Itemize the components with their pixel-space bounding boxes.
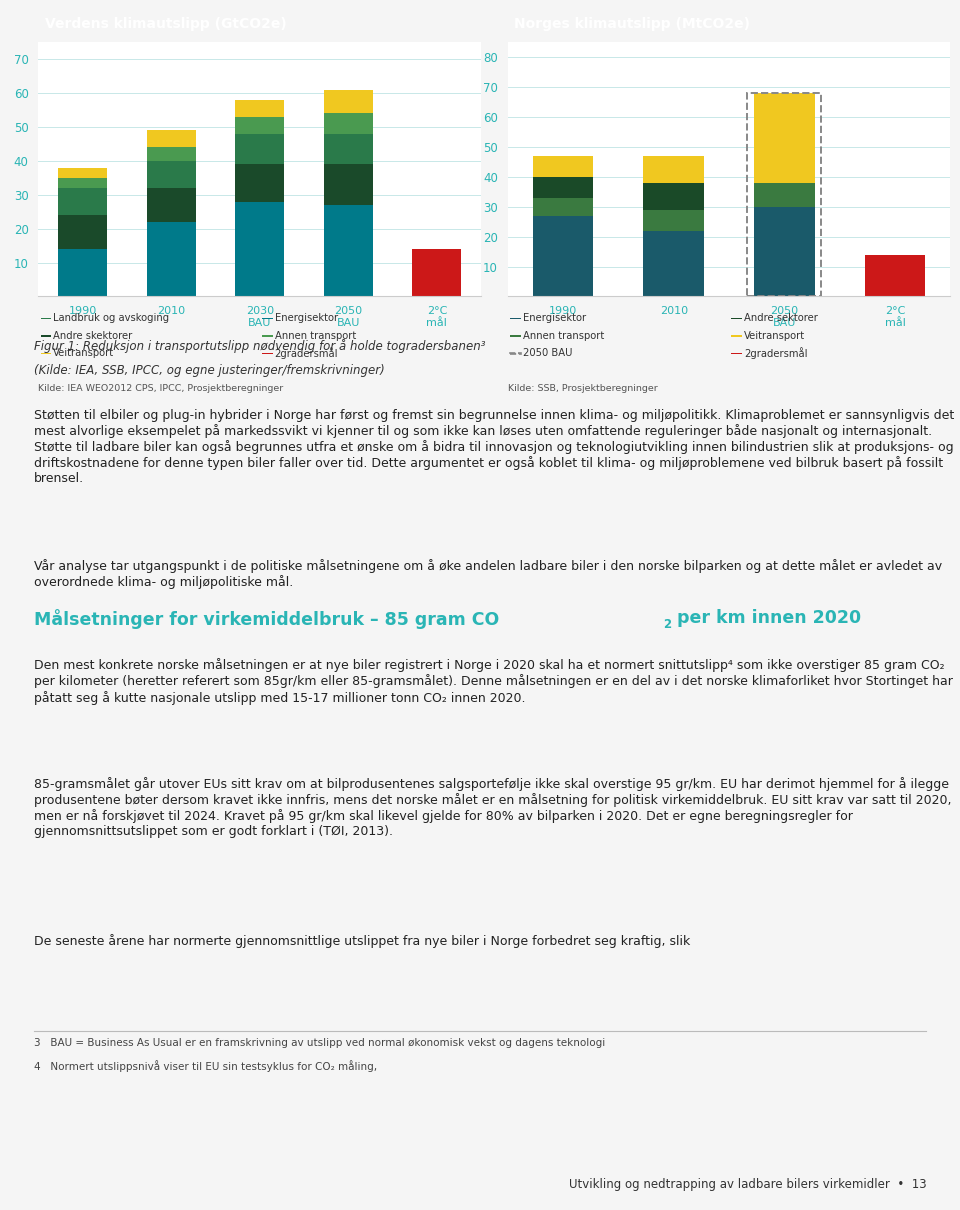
Text: Vår analyse tar utgangspunkt i de politiske målsetningene om å øke andelen ladba: Vår analyse tar utgangspunkt i de politi… — [34, 559, 942, 589]
Bar — [40, 335, 51, 336]
Text: 2gradersmål: 2gradersmål — [275, 347, 338, 359]
Bar — [865, 254, 925, 296]
Text: (Kilde: IEA, SSB, IPCC, og egne justeringer/fremskrivninger): (Kilde: IEA, SSB, IPCC, og egne justerin… — [34, 364, 384, 378]
Bar — [235, 165, 284, 202]
Bar — [754, 183, 815, 207]
Text: Den mest konkrete norske målsetningen er at nye biler registrert i Norge i 2020 : Den mest konkrete norske målsetningen er… — [34, 658, 952, 704]
Text: Landbruk og avskoging: Landbruk og avskoging — [53, 313, 169, 323]
Text: Målsetninger for virkemiddelbruk – 85 gram CO: Målsetninger for virkemiddelbruk – 85 gr… — [34, 609, 499, 629]
Bar — [643, 183, 704, 209]
Bar — [262, 353, 273, 355]
Text: Veitransport: Veitransport — [744, 330, 805, 341]
Text: Annen transport: Annen transport — [522, 330, 604, 341]
Bar — [747, 93, 822, 296]
Bar — [324, 165, 372, 204]
Text: 85-gramsmålet går utover EUs sitt krav om at bilprodusentenes salgsportefølje ik: 85-gramsmålet går utover EUs sitt krav o… — [34, 777, 951, 839]
Bar — [754, 93, 815, 183]
Bar — [235, 134, 284, 165]
Bar — [643, 209, 704, 231]
Text: Støtten til elbiler og plug-in hybrider i Norge har først og fremst sin begrunne: Støtten til elbiler og plug-in hybrider … — [34, 409, 954, 485]
Bar — [533, 197, 593, 215]
Bar — [533, 156, 593, 177]
Text: Verdens klimautslipp (GtCO2e): Verdens klimautslipp (GtCO2e) — [45, 17, 287, 31]
Bar — [59, 188, 107, 215]
Bar — [533, 215, 593, 296]
Bar — [732, 335, 742, 336]
Bar — [59, 215, 107, 249]
Bar — [262, 335, 273, 336]
Text: 3   BAU = Business As Usual er en framskrivning av utslipp ved normal økonomisk : 3 BAU = Business As Usual er en framskri… — [34, 1038, 605, 1048]
Text: Norges klimautslipp (MtCO2e): Norges klimautslipp (MtCO2e) — [515, 17, 751, 31]
Bar — [235, 117, 284, 134]
Bar — [235, 202, 284, 296]
Text: Energisektor: Energisektor — [275, 313, 338, 323]
Bar — [510, 335, 520, 336]
Bar — [40, 318, 51, 319]
Text: Andre sektorer: Andre sektorer — [744, 313, 818, 323]
Bar — [510, 353, 520, 355]
Text: Annen transport: Annen transport — [275, 330, 356, 341]
Bar — [235, 100, 284, 117]
Bar — [413, 249, 461, 296]
Bar — [147, 131, 196, 148]
Bar — [147, 188, 196, 221]
Bar — [732, 318, 742, 319]
Bar — [59, 168, 107, 178]
Bar — [754, 207, 815, 296]
Text: De seneste årene har normerte gjennomsnittlige utslippet fra nye biler i Norge f: De seneste årene har normerte gjennomsni… — [34, 934, 690, 949]
Bar — [147, 221, 196, 296]
Bar — [643, 156, 704, 183]
Text: Kilde: SSB, Prosjektberegninger: Kilde: SSB, Prosjektberegninger — [508, 384, 658, 393]
Bar — [732, 353, 742, 355]
Bar — [40, 353, 51, 355]
Text: 2: 2 — [663, 618, 671, 632]
Text: Veitransport: Veitransport — [53, 348, 114, 358]
Text: Kilde: IEA WEO2012 CPS, IPCC, Prosjektberegninger: Kilde: IEA WEO2012 CPS, IPCC, Prosjektbe… — [38, 384, 283, 393]
Text: Figur 1: Reduksjon i transportutslipp nødvendig for å holde togradersbanen³: Figur 1: Reduksjon i transportutslipp nø… — [34, 339, 485, 353]
Bar — [324, 90, 372, 114]
Bar — [643, 231, 704, 296]
Bar — [262, 318, 273, 319]
Bar — [324, 204, 372, 296]
Bar — [533, 177, 593, 197]
Text: per km innen 2020: per km innen 2020 — [671, 609, 861, 627]
Bar — [59, 249, 107, 296]
Text: ⁢2050 BAU: ⁢2050 BAU — [522, 348, 572, 358]
Text: Utvikling og nedtrapping av ladbare bilers virkemidler  •  13: Utvikling og nedtrapping av ladbare bile… — [568, 1177, 926, 1191]
Bar — [59, 178, 107, 188]
Text: 4   Normert utslippsnivå viser til EU sin testsyklus for CO₂ måling,: 4 Normert utslippsnivå viser til EU sin … — [34, 1060, 376, 1072]
Bar — [147, 148, 196, 161]
Text: Andre skektorer: Andre skektorer — [53, 330, 132, 341]
Bar — [324, 134, 372, 165]
Text: 2gradersmål: 2gradersmål — [744, 347, 807, 359]
Bar — [147, 161, 196, 188]
Text: Energisektor: Energisektor — [522, 313, 586, 323]
Bar — [324, 114, 372, 134]
Bar — [510, 318, 520, 319]
